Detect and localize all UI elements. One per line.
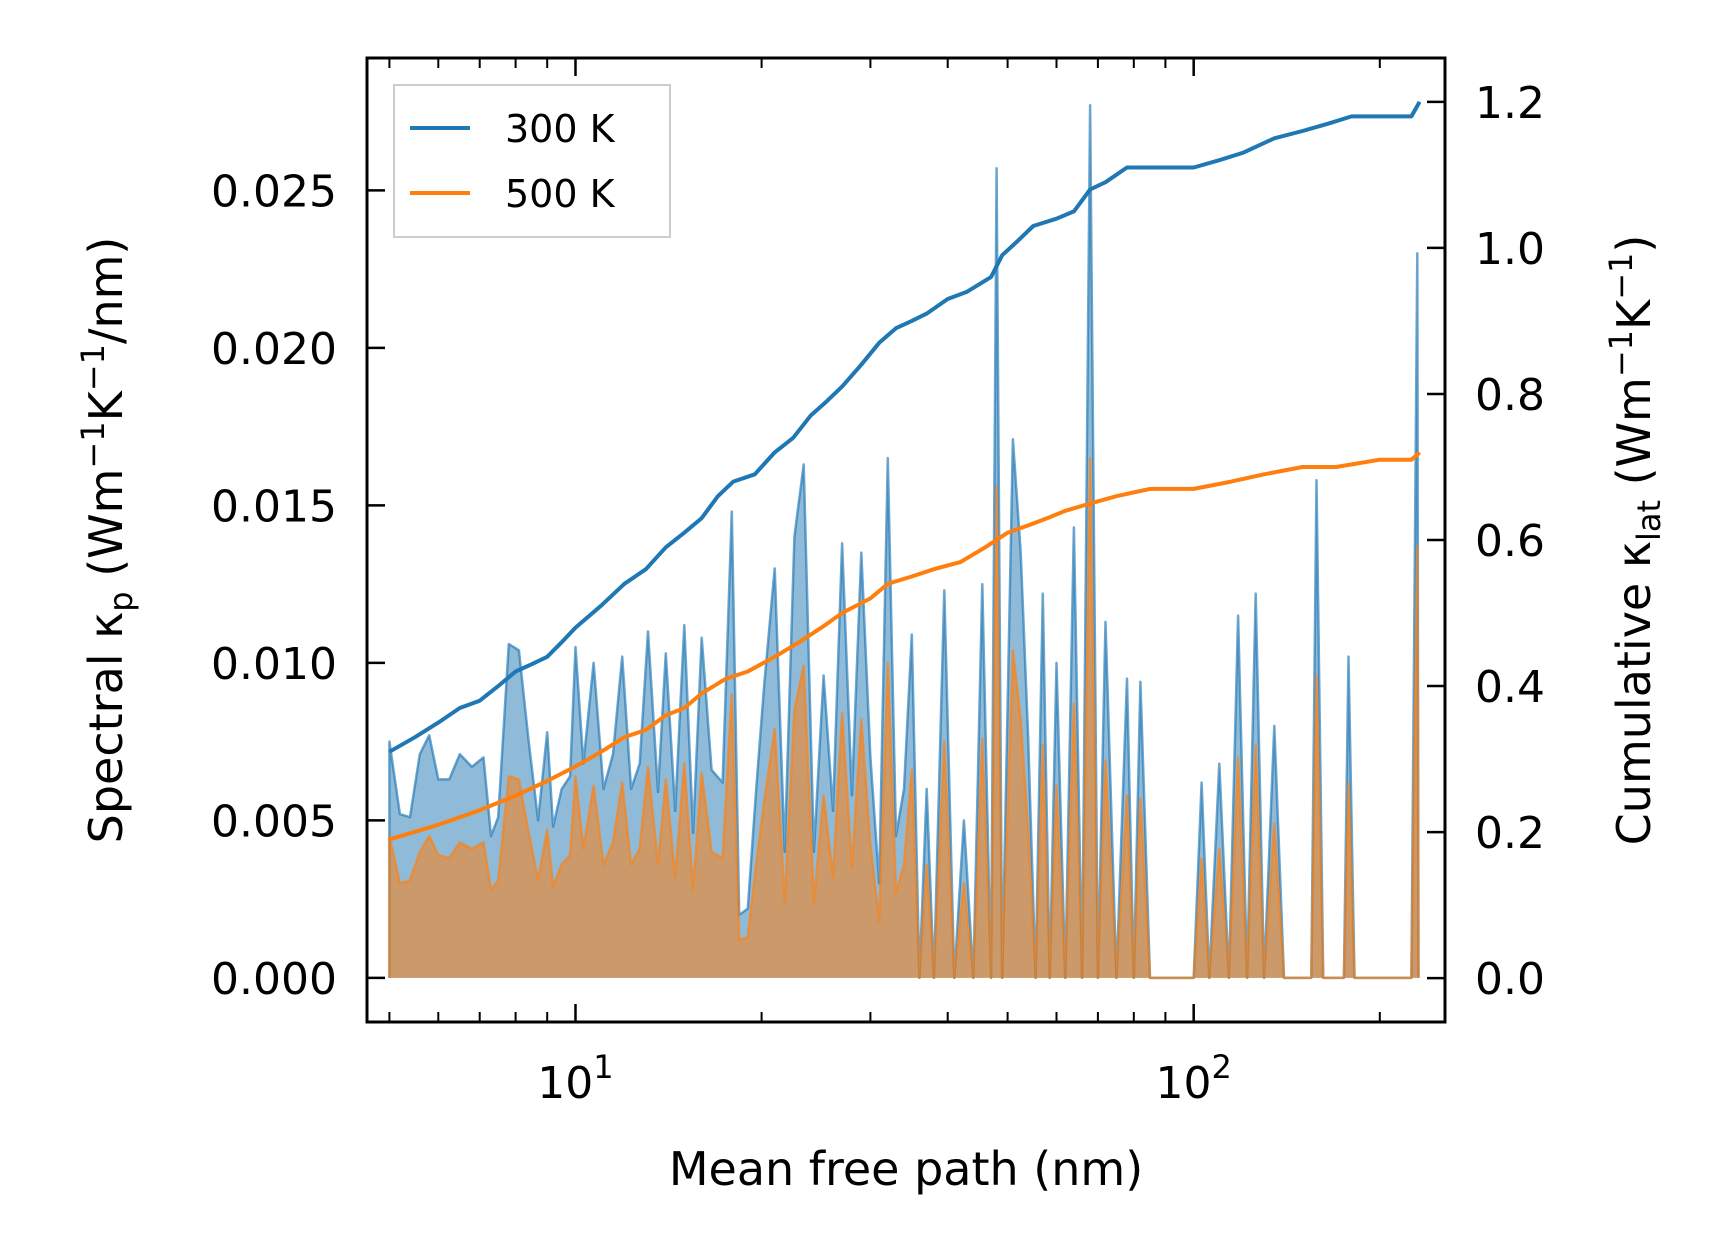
cumulative-line-300k	[388, 100, 1422, 754]
x-tick-label: 102	[1155, 1048, 1231, 1109]
y-right-tick-label: 0.4	[1475, 662, 1545, 713]
y-left-tick-label: 0.000	[211, 954, 337, 1005]
tick-labels: 101 102 0.000 0.005 0.010 0.015 0.020 0.025 0.0 0…	[211, 78, 1545, 1109]
plot-frame	[365, 56, 1447, 1024]
x-axis-label: Mean free path (nm)	[669, 1142, 1143, 1196]
legend-label-300k: 300 K	[505, 107, 616, 151]
y-right-tick-label: 0.2	[1475, 808, 1545, 859]
spectral-fill-500k	[389, 458, 1419, 978]
y-right-tick-label: 1.0	[1475, 224, 1545, 275]
legend: 300 K 500 K	[393, 84, 671, 238]
y-axis-label-left: Spectral κp (Wm−1K−1/nm)	[74, 237, 140, 844]
cumulative-lines	[388, 100, 1422, 842]
y-right-tick-label: 0.0	[1475, 954, 1545, 1005]
spectral-line-300k	[388, 104, 1420, 980]
legend-box	[393, 84, 671, 238]
y-left-tick-label: 0.010	[211, 639, 337, 690]
y-left-tick-label: 0.020	[211, 324, 337, 375]
legend-label-500k: 500 K	[505, 172, 616, 216]
x-tick-label: 101	[537, 1048, 613, 1109]
y-left-tick-label: 0.025	[211, 166, 337, 217]
spectral-fills	[389, 105, 1419, 978]
y-left-tick-label: 0.005	[211, 796, 337, 847]
spectral-line-500k	[388, 456, 1420, 980]
y-axis-label-right: Cumulative κlat (Wm−1K−1)	[1602, 235, 1668, 846]
y-left-tick-label: 0.015	[211, 481, 337, 532]
y-right-tick-label: 1.2	[1475, 78, 1545, 129]
y-right-tick-label: 0.6	[1475, 516, 1545, 567]
y-right-tick-label: 0.8	[1475, 370, 1545, 421]
cumulative-line-500k	[388, 450, 1421, 842]
spectral-lines	[388, 104, 1420, 980]
spectral-fill-300k	[389, 105, 1419, 978]
axis-ticks	[367, 58, 1445, 1022]
